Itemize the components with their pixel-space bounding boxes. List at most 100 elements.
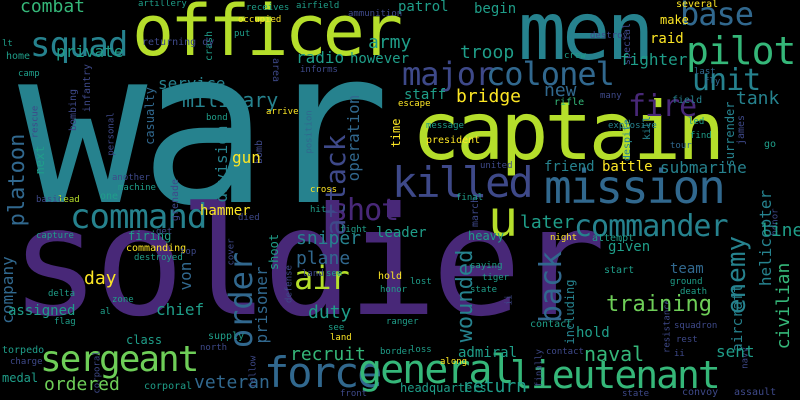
- cloud-word-troop: troop: [460, 42, 515, 63]
- cloud-word-finally: loss: [410, 345, 432, 355]
- cloud-word-capture: commanding: [126, 243, 187, 254]
- cloud-word-including: including: [563, 279, 577, 345]
- cloud-word-battle: battle: [602, 159, 653, 175]
- cloud-word-chief: chief: [156, 300, 205, 319]
- cloud-word-world: front: [340, 389, 368, 399]
- cloud-word-many: many: [600, 91, 622, 101]
- cloud-word-patrol: patrol: [398, 0, 449, 15]
- cloud-word-lt: returning dy: [142, 37, 215, 48]
- cloud-word-make: make: [660, 13, 689, 27]
- cloud-word-following: position: [304, 110, 315, 154]
- cloud-word-mission: mission: [544, 160, 726, 214]
- cloud-word-pilot: pilot: [686, 29, 796, 73]
- cloud-word-soldier: soldier: [10, 176, 606, 350]
- cloud-word-battalion: assault: [734, 387, 777, 398]
- cloud-word-heavy: attempt: [592, 233, 635, 244]
- cloud-word-charge: torpedo: [2, 345, 45, 356]
- cloud-word-infantry: next: [33, 145, 47, 175]
- cloud-word-begin: begin: [474, 1, 517, 17]
- cloud-word-group: delta: [48, 289, 76, 299]
- cloud-word-bombing: personal: [106, 112, 117, 156]
- cloud-word-surrender: james: [736, 114, 747, 146]
- cloud-word-team: team: [670, 261, 704, 277]
- cloud-word-tiger: along: [440, 357, 468, 367]
- cloud-word-start: death: [680, 287, 708, 297]
- cloud-word-final: heavy: [468, 229, 505, 243]
- cloud-word-james: explosive: [608, 121, 657, 131]
- cloud-word-commanding: get: [156, 227, 173, 237]
- cloud-word-experience: bombing: [68, 88, 79, 132]
- cloud-word-ordered: ordered: [44, 374, 120, 395]
- cloud-word-explosive: surrender: [723, 101, 737, 167]
- cloud-word-next: camp: [18, 69, 40, 79]
- cloud-word-given: given: [608, 239, 651, 255]
- cloud-word-submarine: submarine: [660, 158, 747, 177]
- cloud-word-major: major: [402, 55, 494, 93]
- cloud-word-convoy: tiger: [482, 273, 510, 283]
- cloud-word-saying: ground: [670, 277, 703, 287]
- cloud-word-flag: al: [100, 307, 111, 317]
- cloud-word-line: line: [760, 220, 800, 241]
- cloud-word-sniper: sniper: [296, 228, 362, 249]
- cloud-word-airfield: informs: [300, 65, 338, 75]
- cloud-word-position: casualty: [143, 87, 157, 145]
- cloud-word-camp: home: [6, 51, 31, 62]
- cloud-word-naval: naval: [584, 342, 645, 366]
- cloud-word-bomb: final: [456, 193, 484, 203]
- cloud-word-civilian: civilian: [773, 262, 794, 350]
- cloud-word-died: fight: [340, 225, 368, 235]
- cloud-word-staff: staff: [404, 87, 447, 103]
- cloud-word-receives: airfield: [296, 1, 340, 11]
- cloud-word-basic: machine: [118, 183, 156, 193]
- cloud-word-air: air: [294, 259, 350, 297]
- cloud-word-state: state: [470, 285, 498, 295]
- cloud-word-death: squadron: [674, 321, 718, 331]
- cloud-word-put: receives: [246, 3, 290, 13]
- cloud-word-class: class: [126, 333, 163, 347]
- cloud-word-shot: shot: [330, 193, 399, 228]
- cloud-word-tour: tour: [670, 141, 692, 151]
- cloud-word-time: time: [389, 118, 403, 148]
- cloud-word-assigned: assigned: [8, 303, 76, 319]
- cloud-word-land: land: [302, 269, 324, 279]
- cloud-word-border: land: [330, 333, 352, 343]
- cloud-word-return: return: [462, 376, 528, 397]
- cloud-word-duty: duty: [308, 302, 352, 323]
- cloud-word-crew: crew: [564, 51, 586, 61]
- cloud-word-squad: squad: [30, 25, 128, 65]
- cloud-word-informs: lead: [58, 195, 80, 205]
- cloud-word-casualty: infantry: [82, 63, 93, 113]
- cloud-word-command: command: [70, 197, 207, 237]
- cloud-word-escape: one: [100, 191, 119, 202]
- cloud-word-firing: destroyed: [134, 253, 183, 263]
- cloud-word-last: last: [694, 67, 716, 77]
- cloud-word-military: military: [182, 88, 279, 112]
- cloud-word-ii: ii: [674, 349, 685, 359]
- cloud-word-along: border: [380, 347, 413, 357]
- cloud-word-another: capture: [36, 231, 74, 241]
- cloud-word-cover: died: [238, 213, 260, 223]
- cloud-word-medal: charge: [10, 357, 43, 367]
- cloud-word-training: training: [606, 292, 712, 317]
- cloud-word-however: however: [350, 51, 410, 67]
- cloud-word-go: go: [764, 139, 777, 150]
- cloud-word-find: find: [690, 131, 712, 141]
- cloud-word-admiral: admiral: [458, 345, 518, 361]
- cloud-word-returning-dy: area: [270, 57, 281, 83]
- cloud-word-lead: basic: [36, 195, 64, 205]
- cloud-word-colonel: colonel: [486, 55, 615, 93]
- cloud-word-grenade: cover: [226, 238, 237, 266]
- cloud-word-later: later: [520, 212, 575, 233]
- cloud-word-personal: rescue: [30, 105, 41, 139]
- cloud-word-resistance: state: [622, 389, 650, 399]
- cloud-word-raid: raid: [650, 31, 684, 47]
- cloud-word-field: field: [672, 95, 703, 106]
- cloud-word-sent: sent: [716, 342, 755, 361]
- cloud-word-prisoner: prisoner: [252, 266, 271, 344]
- cloud-word-machine: firing: [128, 229, 172, 243]
- cloud-word-force: force: [264, 348, 382, 397]
- cloud-word-attempt: start: [604, 265, 635, 276]
- cloud-word-first: headquarters: [400, 381, 487, 395]
- cloud-word-corporal: corporal: [144, 381, 193, 392]
- cloud-word-one: another: [112, 173, 150, 183]
